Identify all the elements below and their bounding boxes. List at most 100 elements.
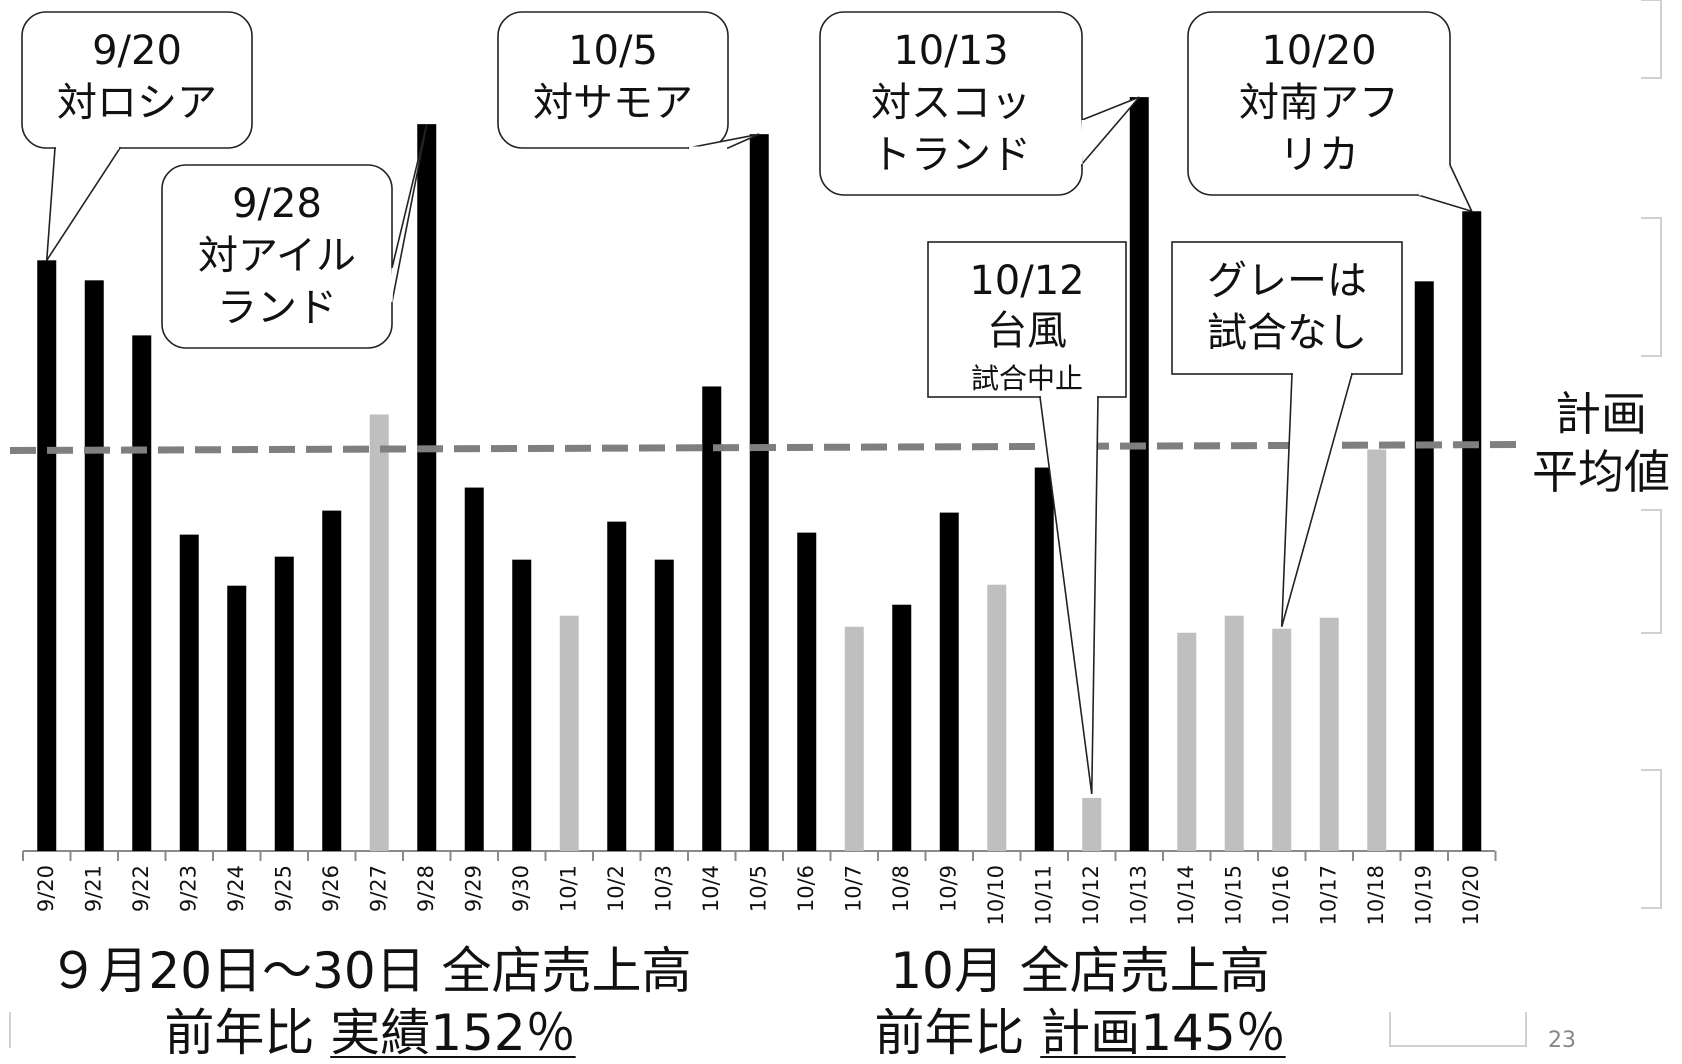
bars: [37, 97, 1482, 852]
plan-average-line: [9, 441, 1526, 455]
bar-9-25: [274, 556, 294, 851]
page-number: 23: [1548, 1028, 1576, 1053]
plan-label-line2: 平均値: [1532, 445, 1670, 499]
tick-label-10-11: 10/11: [1031, 865, 1055, 926]
annotation-pointer-join-a5: [1417, 163, 1451, 197]
annotation-line-a4-2: トランド: [871, 132, 1031, 178]
bar-10-10: [987, 584, 1007, 851]
annotation-box-a4: [819, 11, 1083, 196]
bar-10-4: [702, 386, 722, 851]
bar-9-24: [227, 585, 247, 851]
annotation-line-a7-0: グレーは: [1207, 258, 1367, 304]
annotation-box-a2: [161, 164, 393, 349]
bar-9-30: [512, 559, 532, 851]
tick-label-10-13: 10/13: [1126, 865, 1150, 926]
bar-10-16: [1272, 628, 1292, 851]
plan-label-line1: 計画: [1555, 387, 1647, 441]
annotation-pointer-join-a2: [389, 267, 395, 303]
tick-label-10-5: 10/5: [746, 865, 770, 912]
plan-average-label: 計画 平均値: [1520, 385, 1682, 501]
bar-10-20: [1462, 211, 1482, 851]
tick-label-10-2: 10/2: [604, 865, 628, 912]
slide-decorations: [9, 0, 1662, 1048]
annotation-line-a6-1: 台風: [987, 308, 1067, 354]
bar-10-18: [1367, 449, 1387, 851]
tick-label-9-27: 9/27: [366, 865, 390, 912]
annotation-9-20: 9/20 対ロシア: [21, 11, 253, 261]
annotation-pointer-a1: [45, 147, 122, 261]
tick-label-9-22: 9/22: [129, 865, 153, 912]
september-caption-line1: ９月20日～30日 全店売上高: [48, 942, 692, 1000]
x-tick-labels: 9/20 9/21 9/22 9/23 9/24 9/25 9/26 9/27 9/28 9/29…: [34, 865, 1483, 926]
annotation-pointer-a7: [1280, 373, 1354, 627]
bar-10-11: [1034, 467, 1054, 851]
annotation-line-a6-0: 10/12: [969, 258, 1084, 304]
annotation-line-a7-1: 試合なし: [1207, 310, 1367, 356]
bar-10-12: [1082, 797, 1102, 851]
annotation-line-a4-1: 対スコッ: [871, 80, 1031, 126]
annotation-box-a5: [1187, 11, 1451, 196]
september-caption: ９月20日～30日 全店売上高 前年比 実績152％: [20, 940, 720, 1064]
bar-10-15: [1224, 615, 1244, 851]
bar-10-13: [1129, 97, 1149, 851]
tick-label-10-8: 10/8: [889, 865, 913, 912]
tick-label-9-20: 9/20: [34, 865, 58, 912]
tick-label-10-18: 10/18: [1364, 865, 1388, 926]
bar-9-22: [132, 335, 152, 851]
annotation-line-a5-0: 10/20: [1261, 28, 1376, 74]
annotation-line-a3-0: 10/5: [568, 28, 658, 74]
tick-label-10-15: 10/15: [1221, 865, 1245, 926]
bar-10-1: [559, 615, 579, 851]
bar-10-8: [892, 604, 912, 851]
tick-label-10-1: 10/1: [556, 865, 580, 912]
tick-label-9-21: 9/21: [81, 865, 105, 912]
bar-9-27: [369, 414, 389, 851]
tick-label-9-28: 9/28: [414, 865, 438, 912]
annotation-pointer-join-a4: [1079, 119, 1085, 165]
bar-10-2: [607, 521, 627, 851]
tick-label-10-19: 10/19: [1411, 865, 1435, 926]
bar-9-23: [179, 534, 199, 851]
tick-label-10-14: 10/14: [1174, 865, 1198, 926]
tick-label-9-26: 9/26: [319, 865, 343, 912]
annotation-10-5: 10/5 対サモア: [497, 11, 760, 150]
annotation-box-a3: [497, 11, 729, 149]
october-yoy-label: 前年比: [874, 1004, 1041, 1062]
tick-label-9-30: 9/30: [509, 865, 533, 912]
x-axis-ticks: [22, 851, 1497, 861]
tick-label-10-7: 10/7: [841, 865, 865, 912]
tick-label-9-25: 9/25: [271, 865, 295, 912]
annotation-box-a1: [21, 11, 253, 149]
bar-9-26: [322, 510, 342, 851]
bar-10-14: [1177, 632, 1197, 851]
september-caption-line2: 前年比 実績152％: [20, 1002, 720, 1064]
bar-10-6: [797, 532, 817, 851]
bar-10-9: [939, 512, 959, 851]
annotation-line-a2-1: 対アイル: [198, 233, 356, 279]
tick-label-10-10: 10/10: [984, 865, 1008, 926]
bar-10-5: [749, 134, 769, 851]
annotation-line-a3-1: 対サモア: [533, 80, 693, 126]
tick-label-10-9: 10/9: [936, 865, 960, 912]
september-actual-value: 実績152％: [330, 1004, 576, 1062]
bar-10-7: [844, 626, 864, 851]
tick-label-10-16: 10/16: [1269, 865, 1293, 926]
annotation-box-a7: [1171, 241, 1403, 375]
bar-10-3: [654, 559, 674, 851]
bar-9-21: [84, 280, 104, 851]
annotation-line-a1-1: 対ロシア: [57, 80, 217, 126]
annotation-line-a5-2: リカ: [1279, 132, 1359, 178]
bar-9-28: [417, 124, 437, 852]
tick-label-10-17: 10/17: [1316, 865, 1340, 926]
tick-label-10-3: 10/3: [651, 865, 675, 912]
bar-9-29: [464, 487, 484, 851]
tick-label-10-6: 10/6: [794, 865, 818, 912]
september-yoy-label: 前年比: [164, 1004, 331, 1062]
bar-9-20: [37, 260, 57, 851]
annotation-box-a6: [927, 241, 1127, 398]
